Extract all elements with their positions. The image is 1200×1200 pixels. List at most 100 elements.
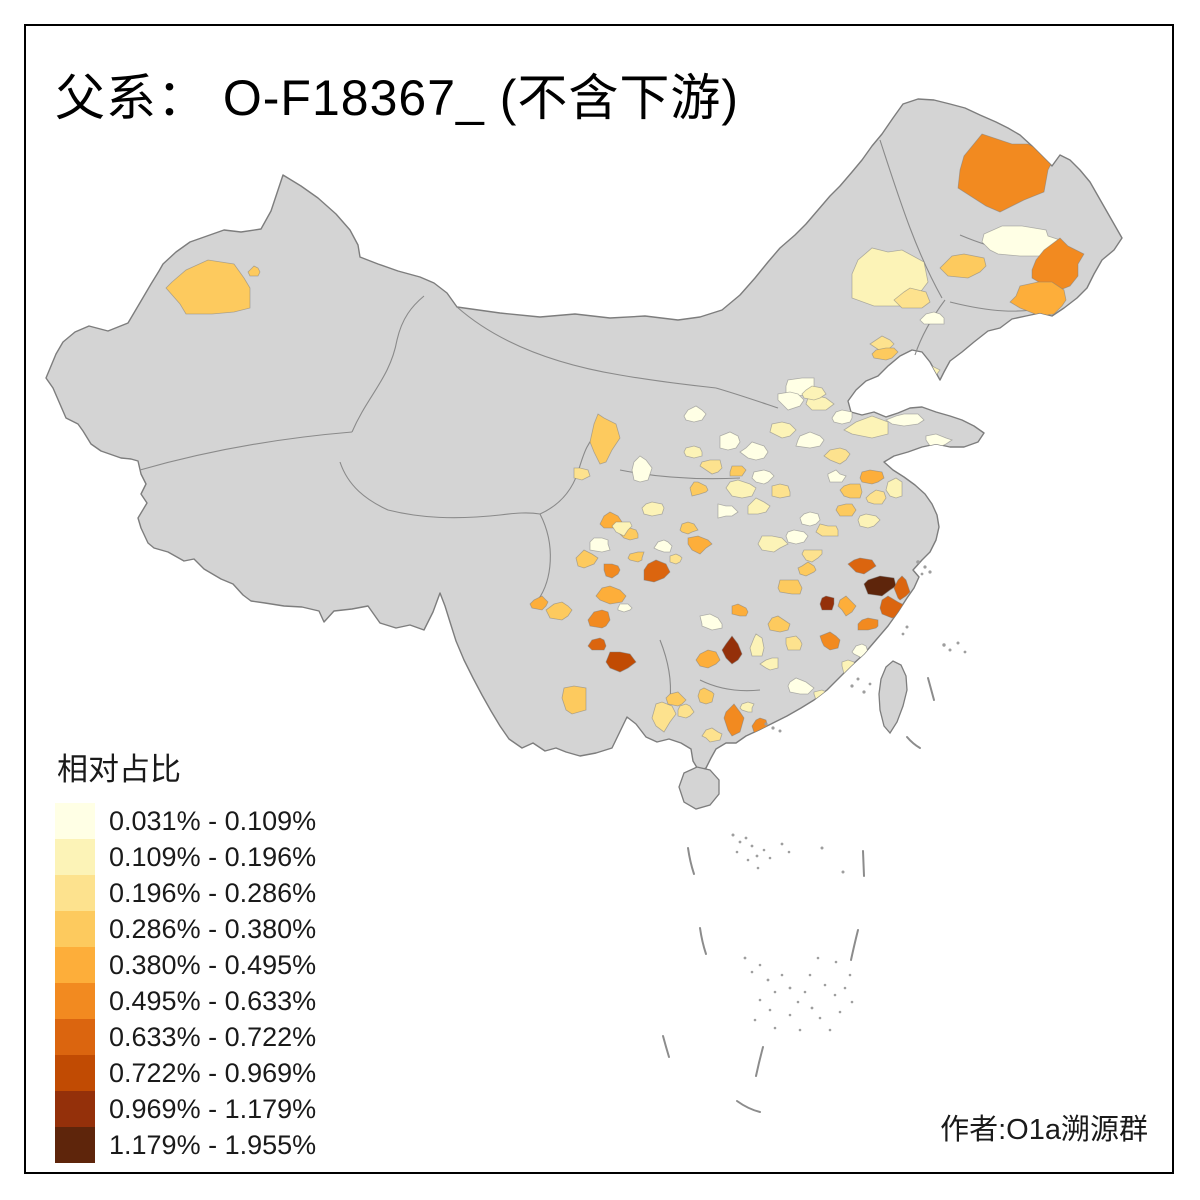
prefecture-patch xyxy=(651,701,677,733)
prefecture-patch xyxy=(863,575,897,597)
prefecture-patch xyxy=(677,703,695,719)
prefecture-patch xyxy=(587,637,607,651)
prefecture-patch xyxy=(747,497,771,515)
prefecture-patch xyxy=(573,467,591,481)
prefecture-patch xyxy=(871,347,899,361)
legend-label: 0.722% - 0.969% xyxy=(109,1057,317,1088)
prefecture-patch xyxy=(589,537,611,553)
legend-title: 相对占比 xyxy=(57,752,181,787)
prefecture-patch xyxy=(739,441,769,461)
legend-color-swatch xyxy=(55,983,95,1019)
prefecture-patch xyxy=(749,633,765,657)
prefecture-patch xyxy=(843,415,889,439)
prefecture-patch xyxy=(725,479,757,499)
legend-items: 0.031% - 0.109% 0.109% - 0.196% 0.196% - 0… xyxy=(55,803,316,1163)
prefecture-patch xyxy=(165,259,251,315)
prefecture-patch xyxy=(701,727,723,743)
prefecture-patch xyxy=(643,559,671,583)
prefecture-patch xyxy=(665,691,687,707)
prefecture-patch xyxy=(835,503,857,517)
legend-color-swatch xyxy=(55,1019,95,1055)
prefecture-patch xyxy=(529,595,549,611)
prefecture-patch xyxy=(797,561,817,577)
prefecture-patch xyxy=(723,703,745,737)
sea-islands xyxy=(731,560,967,1032)
legend-label: 0.031% - 0.109% xyxy=(109,805,317,836)
prefecture-patch xyxy=(751,469,775,485)
prefecture-patch xyxy=(787,677,815,695)
prefecture-patch xyxy=(595,585,627,605)
prefecture-patch xyxy=(611,521,633,537)
prefecture-patch xyxy=(819,595,835,611)
legend-item: 0.031% - 0.109% xyxy=(55,803,316,839)
prefecture-patch xyxy=(699,613,723,631)
prefecture-patch xyxy=(617,603,633,613)
sea-boundary-dashes xyxy=(662,677,935,1113)
legend-label: 0.380% - 0.495% xyxy=(109,949,317,980)
prefecture-patch xyxy=(603,563,621,579)
legend-color-swatch xyxy=(55,1055,95,1091)
legend-label: 0.495% - 0.633% xyxy=(109,985,317,1016)
prefecture-patch xyxy=(893,287,931,309)
legend-item: 0.380% - 0.495% xyxy=(55,947,316,983)
prefecture-patch xyxy=(799,511,821,527)
province-borders xyxy=(139,139,1059,701)
legend-label: 1.179% - 1.955% xyxy=(109,1129,317,1160)
prefecture-patch xyxy=(717,503,739,519)
prefecture-patch xyxy=(669,553,683,565)
prefecture-patch xyxy=(687,535,713,555)
legend: 相对占比 0.031% - 0.109% 0.109% - 0.196% 0.196… xyxy=(55,744,316,1163)
prefecture-patch xyxy=(885,413,925,427)
legend-label: 0.286% - 0.380% xyxy=(109,913,317,944)
legend-item: 0.196% - 0.286% xyxy=(55,875,316,911)
prefecture-patch xyxy=(589,413,621,465)
legend-item: 0.495% - 0.633% xyxy=(55,983,316,1019)
legend-label: 0.969% - 1.179% xyxy=(109,1093,317,1124)
legend-label: 0.633% - 0.722% xyxy=(109,1021,317,1052)
legend-label: 0.196% - 0.286% xyxy=(109,877,317,908)
prefecture-patch xyxy=(785,635,803,651)
prefecture-patch xyxy=(801,385,827,401)
prefecture-patch xyxy=(757,535,789,553)
prefecture-patch xyxy=(587,609,611,629)
prefecture-patch xyxy=(575,549,599,569)
prefecture-patch xyxy=(689,481,709,497)
prefecture-patch xyxy=(695,649,721,669)
legend-color-swatch xyxy=(55,839,95,875)
prefecture-patch xyxy=(919,311,945,325)
prefecture-patch xyxy=(767,615,791,633)
prefecture-patch xyxy=(847,557,877,575)
prefecture-patch xyxy=(561,685,587,715)
legend-item: 0.633% - 0.722% xyxy=(55,1019,316,1055)
attribution: 作者:O1a溯源群 xyxy=(940,1114,1148,1146)
prefecture-patch xyxy=(795,431,825,449)
prefecture-patch xyxy=(247,265,261,277)
prefecture-patch xyxy=(865,489,887,505)
legend-item: 0.722% - 0.969% xyxy=(55,1055,316,1091)
legend-item: 0.969% - 1.179% xyxy=(55,1091,316,1127)
prefecture-patch xyxy=(771,483,791,499)
prefecture-patch xyxy=(857,513,881,529)
legend-color-swatch xyxy=(55,1091,95,1127)
prefecture-patch xyxy=(697,687,715,705)
prefecture-patch xyxy=(925,433,953,449)
legend-color-swatch xyxy=(55,803,95,839)
prefecture-patch xyxy=(895,363,941,381)
prefecture-patch xyxy=(641,501,665,517)
legend-item: 0.109% - 0.196% xyxy=(55,839,316,875)
prefecture-patch xyxy=(859,469,885,485)
prefecture-patch xyxy=(801,549,823,563)
legend-label: 0.109% - 0.196% xyxy=(109,841,317,872)
prefecture-patches xyxy=(165,133,1085,743)
legend-item: 1.179% - 1.955% xyxy=(55,1127,316,1163)
prefecture-patch xyxy=(721,635,743,665)
legend-color-swatch xyxy=(55,911,95,947)
prefecture-patch xyxy=(769,421,797,439)
prefecture-patch xyxy=(813,689,833,703)
taiwan-island xyxy=(878,660,908,735)
prefecture-patch xyxy=(605,651,637,673)
prefecture-patch xyxy=(785,529,809,545)
prefecture-patch xyxy=(777,579,803,595)
prefecture-patch xyxy=(739,701,755,713)
prefecture-patch xyxy=(819,631,841,651)
